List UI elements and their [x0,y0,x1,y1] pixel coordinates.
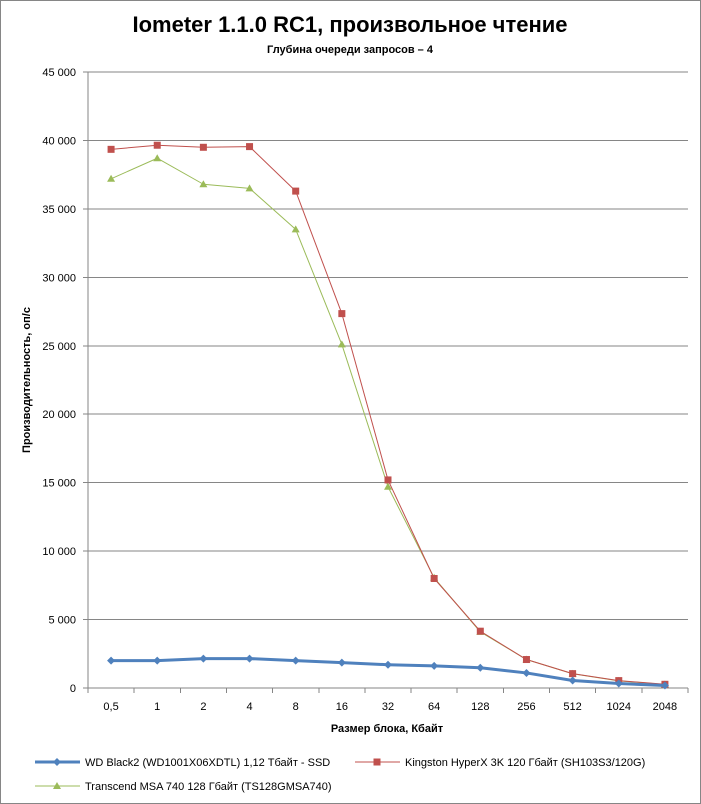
y-tick-label: 0 [70,683,76,695]
data-point [107,174,116,182]
series-group [107,154,669,688]
legend: WD Black2 (WD1001X06XDTL) 1,12 Тбайт - S… [35,757,645,793]
x-tick-label: 2048 [653,701,677,713]
x-tick-label: 32 [382,701,394,713]
gridlines [87,71,688,689]
data-point [153,154,162,162]
data-point [199,180,208,188]
data-point [107,656,116,665]
y-tick-label: 15 000 [42,478,76,490]
y-tick-label: 25 000 [42,341,76,353]
data-point [245,184,254,192]
data-point [614,679,623,688]
x-tick-label: 256 [517,701,535,713]
legend-label: Kingston HyperX 3K 120 Гбайт (SH103S3/12… [405,757,645,769]
data-point [430,574,438,582]
data-point [337,340,346,348]
legend-marker [53,758,61,766]
series-line [110,157,665,685]
data-point [569,670,577,678]
data-point [246,143,254,151]
y-tick-label: 20 000 [42,409,76,421]
data-point [291,656,300,665]
x-tick-label: 1 [154,701,160,713]
y-tick-label: 30 000 [42,272,76,284]
data-point [245,654,254,663]
data-point [384,476,392,484]
legend-label: Transcend MSA 740 128 Гбайт (TS128GMSA74… [85,781,332,793]
data-point [338,310,346,318]
chart-title: Iometer 1.1.0 RC1, произвольное чтение [132,12,567,37]
series-group [107,654,669,690]
data-point [476,663,485,672]
y-tick-label: 10 000 [42,546,76,558]
data-point [384,482,392,490]
y-tick-label: 35 000 [42,204,76,216]
data-point [199,654,208,663]
y-tick-label: 5 000 [48,615,76,627]
legend-label: WD Black2 (WD1001X06XDTL) 1,12 Тбайт - S… [85,757,330,769]
data-point [292,187,300,195]
x-tick-label: 8 [293,701,299,713]
x-tick-label: 2 [200,701,206,713]
legend-marker [373,758,381,766]
data-point [153,141,161,149]
data-point [568,676,577,685]
chart-subtitle: Глубина очереди запросов – 4 [267,44,434,56]
data-point [430,661,439,670]
data-point [107,145,115,153]
x-axis-ticks: 0,5 1 2 4 8 16 32 64 128 256 512 1024 2048 [87,688,689,713]
data-point [522,668,531,677]
x-tick-label: 512 [563,701,581,713]
x-tick-label: 0,5 [103,701,118,713]
data-point [153,656,162,665]
data-point [384,660,392,669]
series-line [111,144,665,685]
y-axis-ticks: 0 5 000 10 000 15 000 20 000 25 000 30 000 35 0… [42,67,88,695]
x-tick-label: 1024 [607,701,631,713]
series-group [107,141,669,688]
data-point [476,627,484,635]
data-point [660,681,669,690]
data-point [199,143,207,151]
y-axis-label: Производительность, оп/с [21,307,33,453]
x-axis-label: Размер блока, Кбайт [331,723,444,735]
x-tick-label: 4 [246,701,252,713]
data-point [291,225,300,233]
legend-marker [53,782,61,789]
x-tick-label: 64 [428,701,440,713]
x-tick-label: 16 [336,701,348,713]
y-tick-label: 40 000 [42,135,76,147]
y-tick-label: 45 000 [42,67,76,79]
data-point [337,658,346,667]
data-point [522,656,530,664]
series-layer [107,141,669,690]
x-tick-label: 128 [471,701,489,713]
